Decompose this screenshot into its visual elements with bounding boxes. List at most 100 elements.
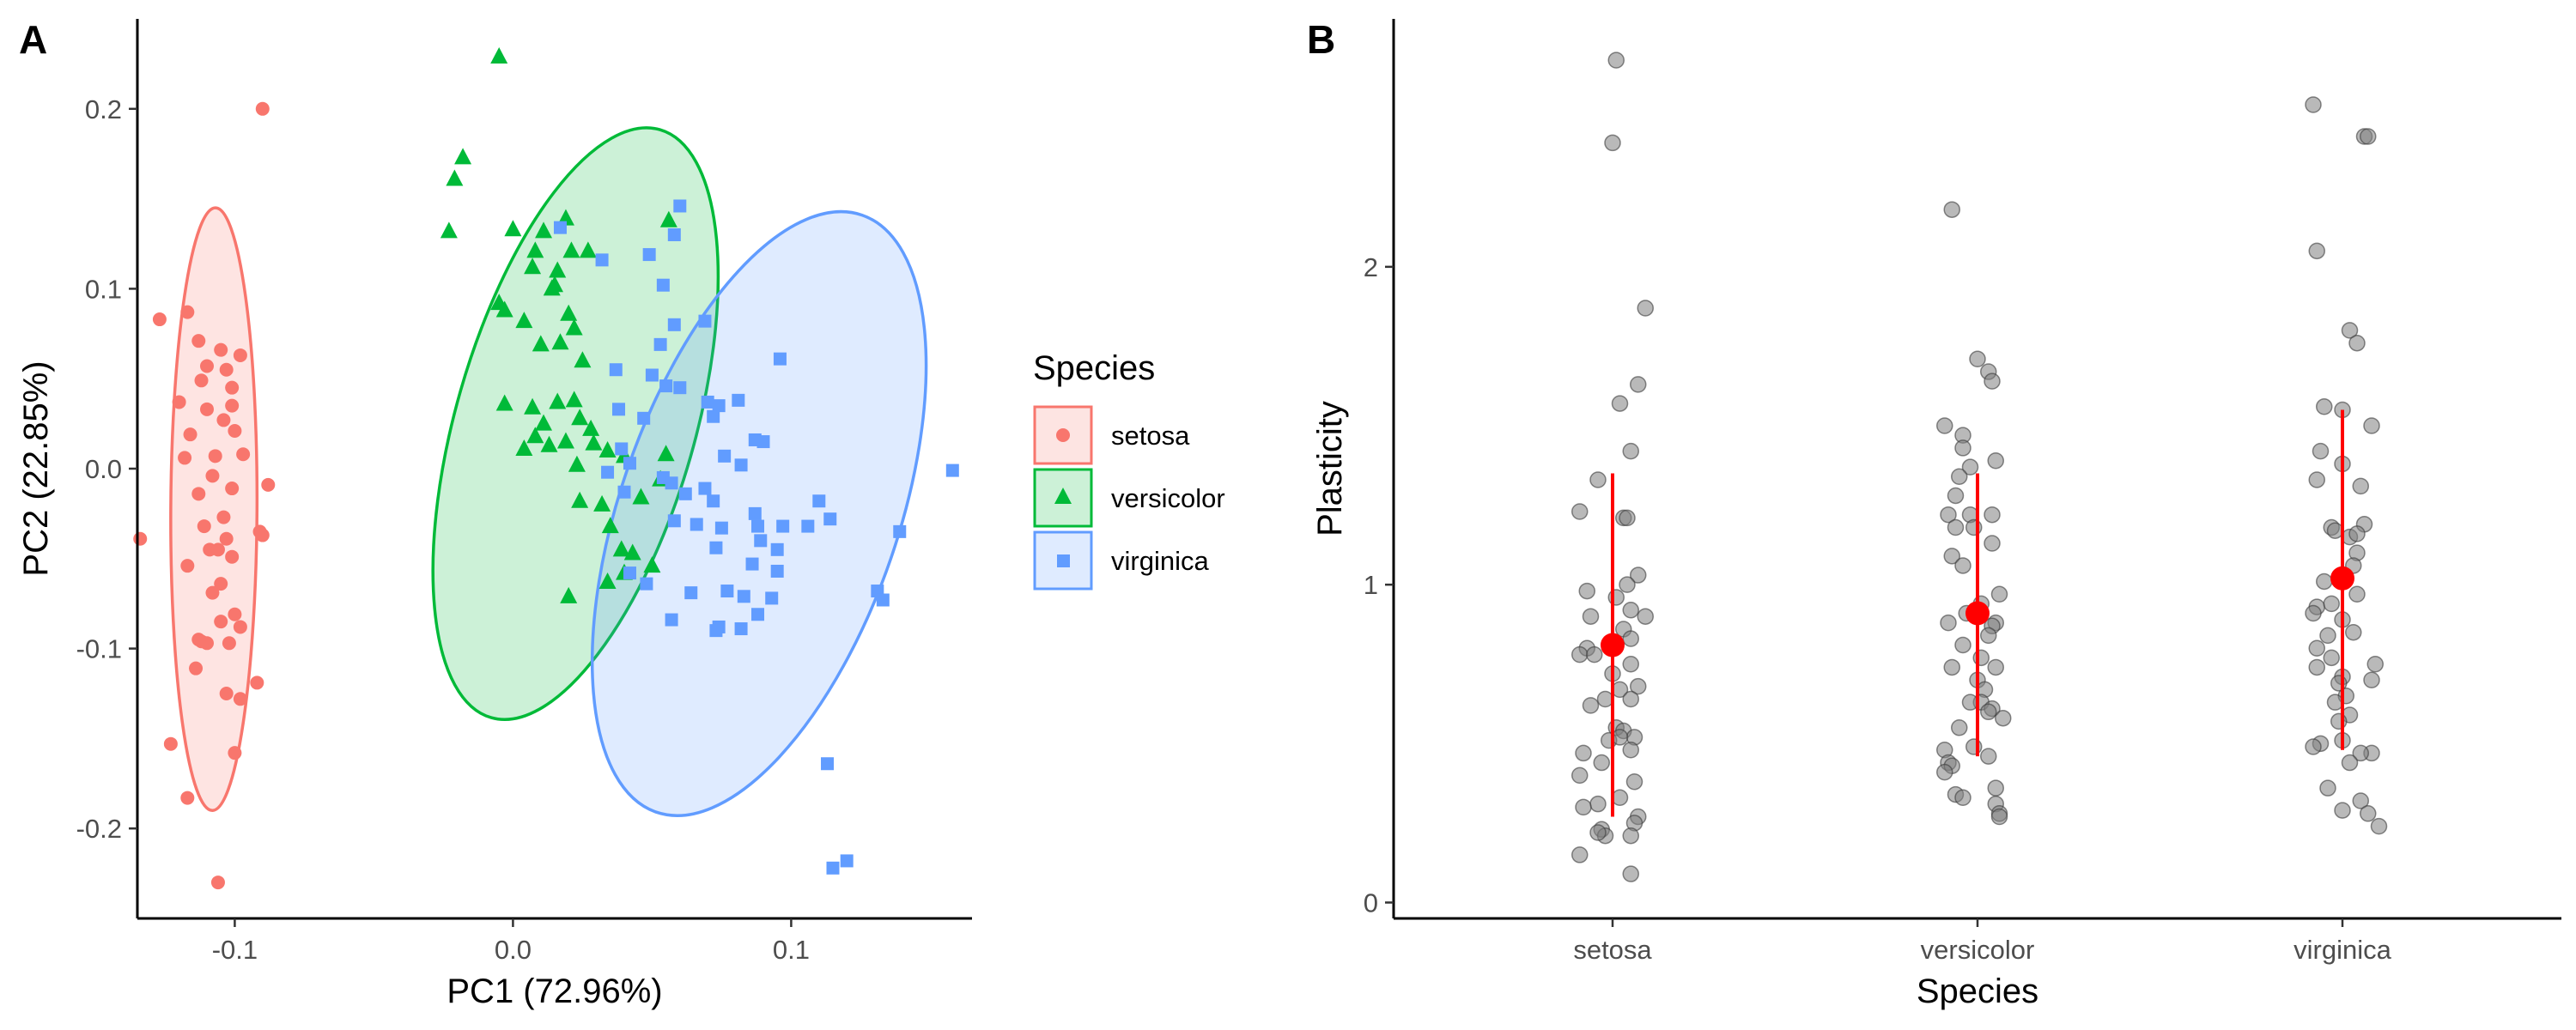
point-versicolor — [560, 586, 578, 603]
point-setosa — [183, 427, 197, 442]
point-virginica — [690, 518, 703, 531]
point-versicolor — [551, 333, 569, 350]
point-setosa — [172, 395, 186, 409]
point-versicolor — [1965, 518, 1983, 536]
panel-a-tag: A — [19, 17, 47, 62]
point-versicolor — [526, 241, 544, 258]
point-setosa — [191, 487, 206, 501]
point-virginica — [754, 534, 768, 548]
point-setosa — [1607, 52, 1625, 69]
point-setosa — [1582, 608, 1600, 625]
point-setosa — [1611, 729, 1629, 746]
y-tick-label: 0.1 — [85, 274, 122, 304]
legend-item-virginica: virginica — [1033, 530, 1209, 591]
point-virginica — [893, 524, 907, 538]
point-versicolor — [1943, 201, 1960, 218]
point-setosa — [1571, 645, 1589, 663]
point-versicolor — [526, 427, 544, 444]
point-versicolor — [1961, 458, 1979, 476]
point-virginica — [801, 519, 815, 533]
point-versicolor — [532, 335, 550, 352]
point-virginica — [2360, 128, 2377, 145]
point-virginica — [2319, 779, 2336, 797]
point-virginica — [734, 622, 748, 636]
point-virginica — [840, 854, 854, 868]
point-virginica — [623, 457, 636, 470]
point-virginica — [2363, 417, 2380, 434]
point-virginica — [2348, 585, 2366, 603]
point-setosa — [219, 362, 234, 377]
point-setosa — [255, 528, 270, 542]
point-versicolor — [1980, 703, 1997, 721]
point-versicolor — [524, 397, 542, 415]
point-virginica — [609, 363, 623, 377]
y-tick-label: 1 — [1364, 570, 1378, 600]
point-setosa — [214, 615, 228, 629]
point-virginica — [712, 399, 726, 413]
point-virginica — [653, 337, 667, 351]
point-virginica — [2348, 525, 2366, 542]
point-virginica — [601, 465, 615, 479]
point-setosa — [180, 305, 195, 319]
panel-b-plasticity: B setosa versicolor virginica 012 Species … — [1307, 17, 2561, 1010]
point-virginica — [2352, 477, 2369, 495]
point-virginica — [656, 278, 670, 292]
point-versicolor — [1943, 658, 1960, 676]
point-versicolor — [1947, 487, 1965, 505]
point-virginica — [2366, 655, 2384, 673]
point-versicolor — [454, 148, 472, 165]
point-virginica — [645, 368, 659, 382]
point-virginica — [812, 494, 826, 508]
point-virginica — [698, 314, 712, 328]
point-setosa — [1578, 582, 1595, 600]
point-versicolor — [1951, 719, 1968, 736]
point-setosa — [1589, 471, 1607, 488]
point-setosa — [1582, 697, 1600, 714]
point-versicolor — [446, 169, 464, 186]
point-virginica — [2326, 694, 2344, 711]
point-setosa — [1593, 754, 1610, 772]
point-setosa — [163, 736, 178, 751]
legend-title: Species — [1033, 349, 1155, 387]
x-tick-label: -0.1 — [212, 935, 258, 965]
point-virginica — [2352, 744, 2369, 762]
mean-point-virginica — [2330, 566, 2354, 591]
legend-label-virginica: virginica — [1111, 546, 1209, 576]
point-setosa — [214, 342, 228, 357]
point-virginica — [2326, 522, 2344, 539]
point-virginica — [701, 395, 714, 409]
point-setosa — [225, 482, 240, 496]
point-virginica — [770, 542, 784, 556]
mean-point-versicolor — [1965, 601, 1990, 626]
point-versicolor — [515, 312, 533, 329]
legend-key-virginica — [1033, 530, 1093, 591]
panel-a-pca-scatter: A -0.1 0.0 0.1 -0.2 -0.1 0.0 0.1 0.2 PC1 (72.9… — [17, 17, 972, 1010]
point-setosa — [1589, 824, 1607, 841]
point-versicolor — [1984, 373, 2001, 390]
point-versicolor — [623, 543, 641, 560]
legend-item-setosa: setosa — [1033, 405, 1190, 465]
point-setosa — [1596, 690, 1614, 708]
point-virginica — [553, 221, 567, 234]
point-setosa — [200, 402, 214, 416]
point-setosa — [133, 531, 148, 546]
point-versicolor — [1990, 585, 2008, 603]
y-tick-label: -0.2 — [76, 814, 122, 844]
point-virginica — [2308, 658, 2325, 676]
panel-b-tag: B — [1307, 17, 1335, 62]
point-versicolor — [1990, 808, 2008, 826]
point-versicolor — [657, 445, 675, 462]
point-setosa — [250, 676, 264, 690]
point-setosa — [216, 510, 231, 524]
point-virginica — [2323, 649, 2340, 667]
point-setosa — [1611, 789, 1629, 807]
point-setosa — [1637, 300, 1654, 317]
point-setosa — [225, 549, 240, 564]
point-setosa — [219, 687, 234, 700]
point-setosa — [1622, 690, 1639, 708]
point-virginica — [821, 757, 835, 771]
point-versicolor — [1951, 468, 1968, 486]
point-virginica — [2305, 738, 2322, 755]
point-setosa — [180, 559, 195, 573]
point-virginica — [2330, 712, 2348, 730]
